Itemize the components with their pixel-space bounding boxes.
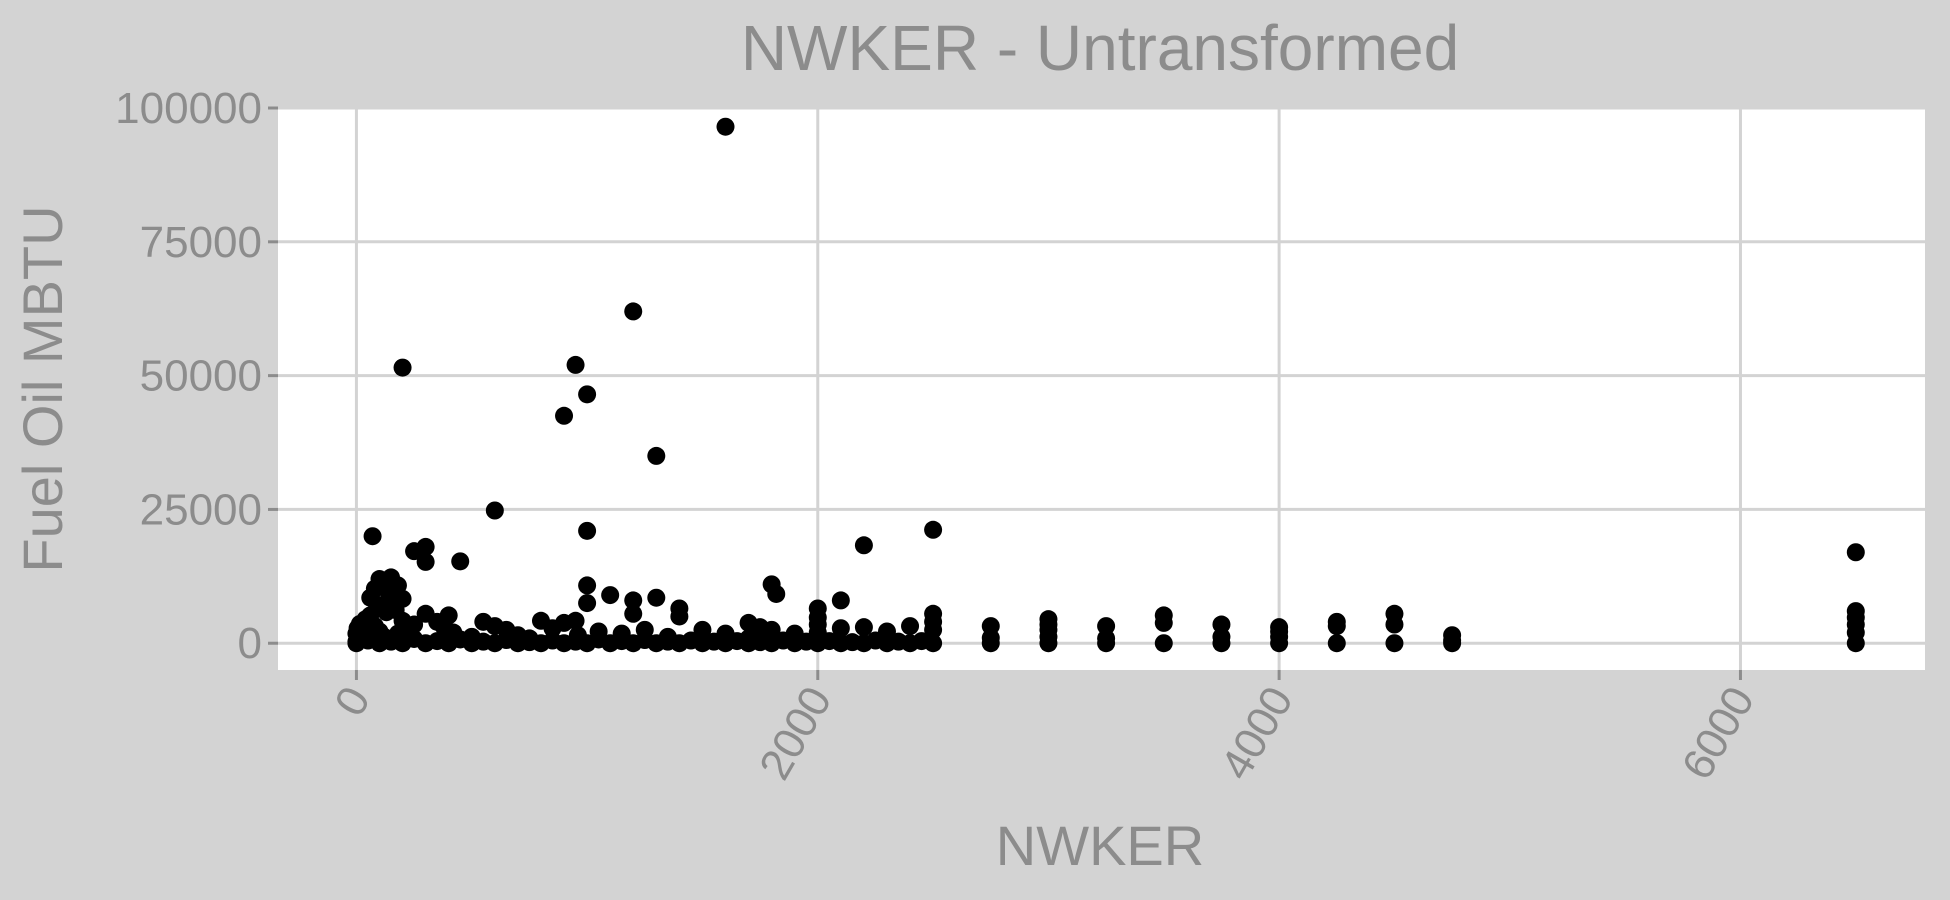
plot-panel <box>278 108 1925 670</box>
data-point <box>451 552 470 571</box>
data-point <box>1385 615 1404 634</box>
data-point <box>428 632 447 651</box>
data-point <box>497 631 516 650</box>
data-point <box>358 631 377 650</box>
data-point <box>601 586 620 605</box>
data-point <box>566 355 585 374</box>
data-point <box>1212 634 1231 653</box>
data-point <box>578 576 597 595</box>
data-point <box>681 631 700 650</box>
data-point <box>854 536 873 555</box>
data-point <box>485 501 504 520</box>
data-point <box>382 632 401 651</box>
data-point <box>1327 617 1346 636</box>
data-point <box>612 632 631 651</box>
data-point <box>520 633 539 652</box>
data-point <box>363 527 382 546</box>
data-point <box>1097 617 1116 636</box>
data-point <box>901 617 920 636</box>
data-point <box>451 630 470 649</box>
data-point <box>578 594 597 613</box>
data-point <box>1385 634 1404 653</box>
y-tick-label: 0 <box>238 619 262 668</box>
y-tick-label: 100000 <box>115 84 262 133</box>
data-point <box>774 631 793 650</box>
data-point <box>831 619 850 638</box>
data-point <box>797 632 816 651</box>
data-point <box>1154 634 1173 653</box>
data-point <box>820 632 839 651</box>
data-point <box>767 584 786 603</box>
data-point <box>566 632 585 651</box>
data-point <box>981 634 1000 653</box>
data-point <box>393 611 412 630</box>
data-point <box>1097 634 1116 653</box>
data-point <box>543 631 562 650</box>
data-point <box>704 632 723 651</box>
data-point <box>589 630 608 649</box>
data-point <box>555 406 574 425</box>
data-point <box>624 302 643 321</box>
data-point <box>405 542 424 561</box>
data-point <box>912 632 931 651</box>
data-point <box>474 632 493 651</box>
scatter-points <box>347 117 1865 653</box>
data-point <box>393 589 412 608</box>
y-tick-label: 25000 <box>140 485 262 534</box>
data-point <box>624 604 643 623</box>
data-point <box>635 631 654 650</box>
data-point <box>843 633 862 652</box>
data-point <box>762 620 781 639</box>
data-point <box>1443 634 1462 653</box>
data-point <box>854 618 873 637</box>
data-point <box>1212 615 1231 634</box>
chart-title: NWKER - Untransformed <box>741 12 1459 84</box>
data-point <box>716 117 735 136</box>
data-point <box>924 620 943 639</box>
data-point <box>1270 634 1289 653</box>
data-point <box>889 632 908 651</box>
data-point <box>647 588 666 607</box>
y-tick-label: 50000 <box>140 352 262 401</box>
y-axis-title: Fuel Oil MBTU <box>11 205 74 572</box>
data-point <box>1846 634 1865 653</box>
x-axis-title: NWKER <box>996 814 1204 877</box>
data-point <box>1154 613 1173 632</box>
data-point <box>693 620 712 639</box>
data-point <box>566 611 585 630</box>
data-point <box>393 358 412 377</box>
data-point <box>416 552 435 571</box>
data-point <box>405 629 424 648</box>
data-point <box>751 633 770 652</box>
data-point <box>866 631 885 650</box>
data-point <box>647 446 666 465</box>
data-point <box>1846 543 1865 562</box>
data-point <box>728 632 747 651</box>
data-point <box>670 607 689 626</box>
data-point <box>1039 634 1058 653</box>
data-point <box>1327 634 1346 653</box>
data-point <box>624 591 643 610</box>
data-point <box>578 385 597 404</box>
data-point <box>924 520 943 539</box>
data-point <box>578 521 597 540</box>
y-tick-label: 75000 <box>140 218 262 267</box>
data-point <box>831 591 850 610</box>
data-point <box>658 632 677 651</box>
